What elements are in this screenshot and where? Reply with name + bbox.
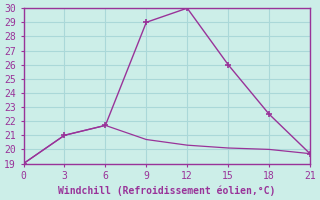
X-axis label: Windchill (Refroidissement éolien,°C): Windchill (Refroidissement éolien,°C) [58, 185, 276, 196]
